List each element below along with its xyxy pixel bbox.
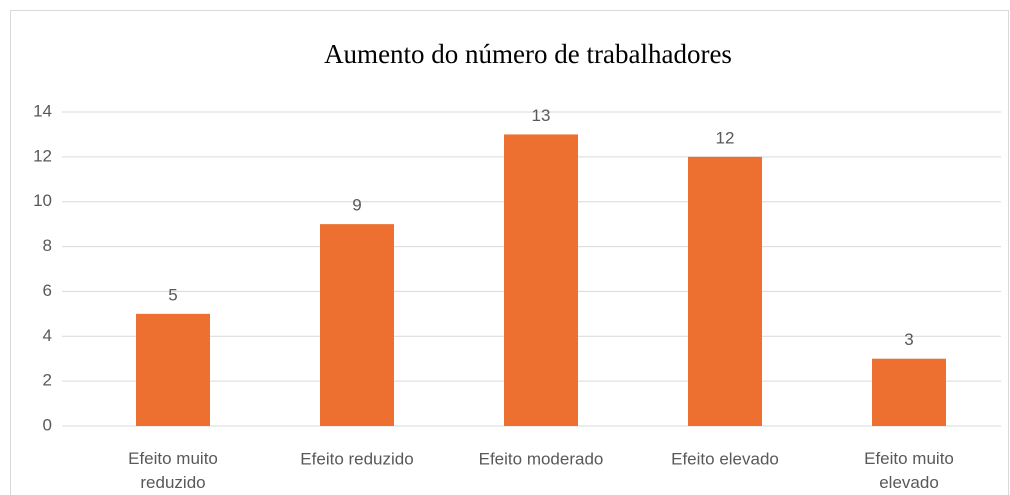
data-label: 12 [716, 128, 735, 147]
x-tick-label: Efeito elevado [671, 449, 779, 468]
x-tick-label: Efeito muito elevado [864, 449, 954, 492]
y-tick-label: 8 [43, 236, 52, 255]
data-label: 5 [168, 285, 177, 304]
x-tick-label: Efeito reduzido [300, 449, 413, 468]
data-label: 9 [352, 196, 361, 215]
bar [320, 224, 394, 426]
data-label: 13 [532, 106, 551, 125]
bar [504, 134, 578, 426]
y-tick-label: 12 [33, 146, 52, 165]
chart-title: Aumento do número de trabalhadores [324, 39, 732, 69]
y-tick-label: 2 [43, 371, 52, 390]
bar [872, 358, 946, 426]
x-tick-label: Efeito moderado [479, 449, 604, 468]
y-tick-label: 14 [33, 101, 52, 120]
y-tick-label: 6 [43, 281, 52, 300]
bar [688, 156, 762, 426]
bar [136, 313, 210, 426]
data-label: 3 [904, 330, 913, 349]
y-tick-label: 10 [33, 191, 52, 210]
y-tick-label: 4 [43, 326, 52, 345]
x-tick-label: Efeito muito reduzido [128, 449, 218, 492]
y-tick-label: 0 [43, 415, 52, 434]
